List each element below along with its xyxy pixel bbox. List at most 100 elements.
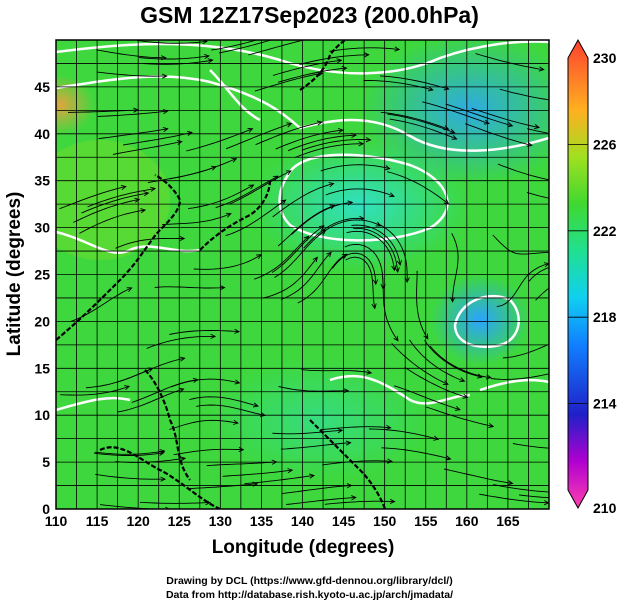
streamline [187, 483, 258, 490]
streamline-arrow [160, 476, 167, 482]
streamline [331, 252, 377, 285]
colorbar-tick-label: 226 [593, 136, 617, 152]
streamline-arrow [589, 261, 594, 265]
streamline [115, 237, 185, 249]
streamline-arrow [371, 303, 377, 310]
streamline [277, 67, 347, 83]
x-tick-labels: 110 115 120 125 130 135 140 145 150 155 160 165 [45, 513, 520, 529]
streamline [218, 40, 274, 54]
streamline [445, 103, 513, 127]
colorbar: 210 214 218 222 226 230 [567, 38, 617, 516]
streamline [196, 404, 266, 416]
credit-data: Data from http://database.rish.kyoto-u.a… [165, 589, 454, 601]
streamline [479, 493, 549, 504]
streamline [206, 461, 277, 467]
streamline-arrow [180, 456, 187, 462]
streamline-arrow [219, 285, 226, 291]
x-tick-label: 115 [86, 513, 109, 529]
streamline [81, 192, 149, 214]
streamline [275, 129, 343, 150]
streamline-arrow [165, 506, 171, 509]
streamline-arrow [365, 137, 372, 143]
streamline [299, 54, 369, 65]
streamline-arrow [234, 328, 241, 334]
streamline [280, 442, 351, 450]
y-tick-label: 15 [34, 360, 50, 376]
streamline [391, 343, 449, 385]
streamline-arrow [459, 377, 466, 383]
streamline [94, 450, 165, 455]
streamline [316, 219, 381, 239]
streamline [254, 72, 323, 92]
streamline [518, 494, 549, 499]
streamline-arrow [533, 124, 541, 130]
streamline [277, 205, 335, 247]
streamline-arrow [210, 165, 217, 171]
streamline-arrow [161, 73, 168, 79]
streamline [193, 254, 262, 270]
x-tick-label: 135 [250, 513, 274, 529]
streamline-arrow [351, 495, 357, 501]
heatmap-field [56, 40, 594, 509]
streamline-arrow [358, 141, 365, 147]
streamline [96, 49, 166, 59]
streamline [112, 141, 182, 155]
streamline [118, 357, 185, 383]
streamline-arrow [248, 184, 255, 190]
streamline [301, 369, 372, 374]
streamline [325, 188, 395, 197]
streamline [387, 113, 455, 134]
streamline [222, 469, 293, 477]
streamline-arrow [442, 380, 449, 385]
streamline-arrow [477, 373, 483, 379]
streamline-arrow [507, 480, 514, 486]
streamline [380, 75, 449, 90]
streamline-arrow [120, 184, 127, 191]
streamline [87, 188, 156, 208]
streamline-arrow [205, 500, 212, 506]
streamline-arrow [162, 126, 169, 133]
streamline [286, 497, 356, 505]
streamline [255, 121, 322, 146]
streamline [146, 335, 216, 349]
streamline [381, 447, 451, 460]
y-tick-label: 25 [34, 267, 50, 283]
streamline-arrow [372, 279, 379, 286]
streamline-arrow [329, 204, 336, 210]
streamline [225, 199, 286, 237]
streamline [380, 111, 449, 130]
y-axis-label: Latitude (degrees) [4, 192, 25, 357]
streamline-arrow [551, 250, 556, 254]
lat-lon-grid [56, 40, 549, 509]
streamline-arrow [204, 53, 210, 60]
x-tick-label: 145 [332, 513, 356, 529]
colorbar-tick-label: 222 [593, 223, 617, 239]
streamline [142, 59, 213, 65]
streamline [429, 345, 491, 379]
colorbar-tick-label: 230 [593, 50, 617, 66]
streamline-arrow [391, 265, 397, 272]
streamline-arrow [272, 175, 279, 181]
streamline [139, 55, 209, 60]
streamline-arrow [124, 385, 131, 391]
streamline [272, 59, 342, 76]
streamline-arrow [286, 122, 293, 128]
streamline-arrow [207, 58, 214, 64]
streamline-arrow [134, 197, 141, 203]
x-tick-label: 125 [168, 513, 192, 529]
streamline [294, 143, 364, 158]
streamline [139, 501, 211, 504]
streamline [324, 500, 395, 505]
streamline [471, 107, 540, 128]
streamline-arrow [253, 402, 260, 408]
streamline-arrow [186, 130, 193, 136]
x-tick-label: 150 [373, 513, 397, 529]
streamline-arrow [179, 235, 186, 242]
streamline-arrow [210, 333, 217, 340]
streamline-arrow [328, 182, 335, 188]
colorbar-tick-label: 210 [593, 500, 617, 516]
streamline-arrow [396, 260, 402, 267]
streamline-arrow [507, 122, 514, 128]
streamline-arrow [312, 256, 318, 263]
x-tick-label: 165 [496, 513, 520, 529]
